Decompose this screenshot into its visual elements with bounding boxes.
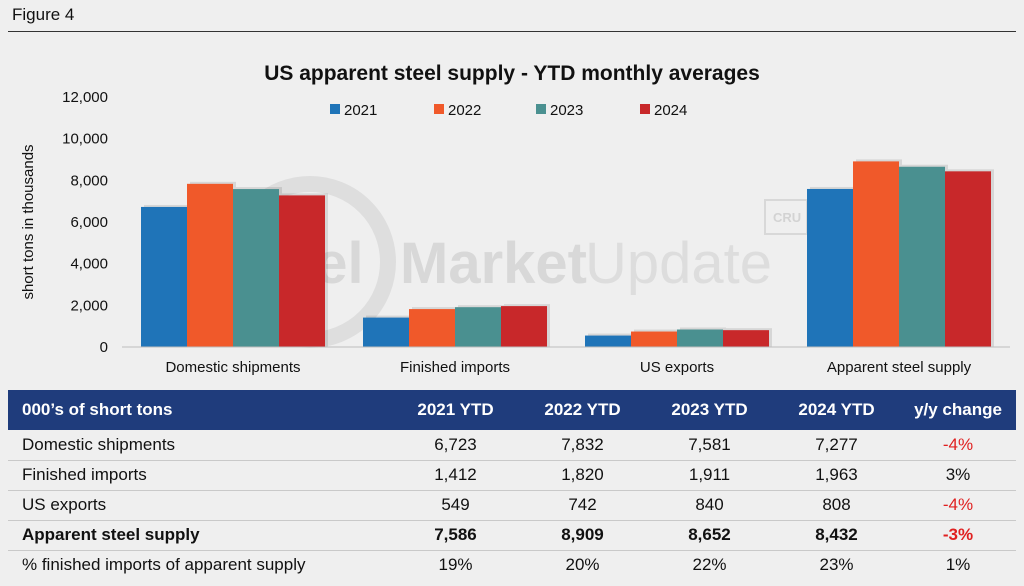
bar-2022-domestic-shipments	[187, 183, 233, 347]
watermark-cru-logo: CRU	[773, 210, 801, 225]
chart: Steel Market Update CRU US apparent stee…	[20, 62, 1010, 376]
row-label: Apparent steel supply	[22, 525, 200, 544]
y-tick-label: 6,000	[70, 214, 108, 231]
category-label: Finished imports	[400, 359, 510, 376]
cell-2023: 1,911	[688, 465, 731, 484]
cell-2021: 19%	[438, 555, 473, 575]
bar-2021-finished-imports	[363, 317, 409, 347]
cell-change: -4%	[942, 434, 974, 454]
cell-2023: 840	[695, 495, 724, 514]
y-tick-label: 10,000	[62, 131, 108, 148]
figure-divider	[8, 31, 1016, 32]
header-2023: 2023 YTD	[671, 400, 748, 419]
row-label: Domestic shipments	[22, 434, 176, 454]
legend-label-2024: 2024	[654, 102, 687, 119]
bar-2024-domestic-shipments	[279, 195, 325, 347]
bar-2021-domestic-shipments	[141, 206, 187, 347]
category-label: Apparent steel supply	[827, 359, 972, 376]
row-label: US exports	[22, 495, 107, 514]
table-row-finished-imports: Finished imports 1,412 1,820 1,911 1,963…	[8, 460, 1016, 490]
y-tick-label: 2,000	[70, 297, 108, 314]
cell-2023: 22%	[692, 555, 727, 575]
category-label: Domestic shipments	[165, 359, 300, 376]
cell-2024: 23%	[819, 555, 854, 575]
bar-2022-finished-imports	[409, 309, 455, 347]
bar-2023-finished-imports	[455, 307, 501, 347]
cell-2022: 742	[568, 495, 597, 514]
y-axis-ticks: 0 2,000 4,000 6,000 8,000 10,000 12,000	[62, 89, 108, 356]
cell-2021: 6,723	[434, 434, 477, 454]
y-tick-label: 0	[100, 339, 108, 356]
cell-2022: 7,832	[561, 434, 604, 454]
row-label: % finished imports of apparent supply	[22, 555, 306, 575]
bar-2021-apparent-steel-supply	[807, 188, 853, 347]
legend-label-2021: 2021	[344, 102, 377, 119]
legend-swatch-2022	[434, 104, 444, 114]
bar-2024-finished-imports	[501, 306, 547, 347]
cell-change: 1%	[945, 555, 971, 575]
cell-2022: 8,909	[561, 525, 604, 544]
chart-title: US apparent steel supply - YTD monthly a…	[264, 62, 760, 85]
bars	[141, 159, 994, 347]
cell-2024: 8,432	[815, 525, 858, 544]
y-axis-label: short tons in thousands	[20, 144, 37, 299]
bar-2023-domestic-shipments	[233, 189, 279, 347]
watermark-word-2: Market	[400, 231, 587, 296]
header-label: 000’s of short tons	[22, 400, 173, 419]
cell-2021: 1,412	[434, 465, 477, 484]
summary-table: 000’s of short tons 2021 YTD 2022 YTD 20…	[8, 390, 1016, 580]
table-row-us-exports: US exports 549 742 840 808 -4%	[8, 490, 1016, 520]
cell-change: 3%	[945, 465, 971, 484]
bar-2022-us-exports	[631, 331, 677, 347]
cell-2024: 808	[822, 495, 851, 514]
cell-change: -3%	[942, 525, 974, 544]
category-label: US exports	[640, 359, 714, 376]
table-row-import-share: % finished imports of apparent supply 19…	[8, 550, 1016, 580]
cell-2021: 549	[441, 495, 470, 514]
bar-2024-us-exports	[723, 330, 769, 347]
y-tick-label: 4,000	[70, 256, 108, 273]
cell-2023: 7,581	[688, 434, 731, 454]
watermark-word-3: Update	[585, 231, 772, 296]
bar-2023-us-exports	[677, 329, 723, 347]
header-2021: 2021 YTD	[417, 400, 494, 419]
figure-label: Figure 4	[12, 5, 75, 24]
legend-swatch-2021	[330, 104, 340, 114]
cell-2021: 7,586	[434, 525, 477, 544]
cell-2023: 8,652	[688, 525, 731, 544]
category-labels: Domestic shipments Finished imports US exp…	[165, 359, 971, 376]
bar-2021-us-exports	[585, 335, 631, 347]
legend-swatch-2024	[640, 104, 650, 114]
cell-2022: 1,820	[561, 465, 604, 484]
cell-2024: 7,277	[815, 434, 858, 454]
legend-label-2022: 2022	[448, 102, 481, 119]
bar-2022-apparent-steel-supply	[853, 161, 899, 347]
table-row-domestic-shipments: Domestic shipments 6,723 7,832 7,581 7,2…	[8, 430, 1016, 460]
cell-2024: 1,963	[815, 465, 858, 484]
cell-2022: 20%	[565, 555, 600, 575]
row-label: Finished imports	[22, 465, 147, 484]
bar-2024-apparent-steel-supply	[945, 171, 991, 347]
table-row-apparent-steel-supply: Apparent steel supply 7,586 8,909 8,652 …	[8, 520, 1016, 550]
header-change: y/y change	[914, 400, 1002, 419]
table-header-row: 000’s of short tons 2021 YTD 2022 YTD 20…	[8, 390, 1016, 430]
y-tick-label: 12,000	[62, 89, 108, 106]
bar-2023-apparent-steel-supply	[899, 166, 945, 347]
y-tick-label: 8,000	[70, 172, 108, 189]
cell-change: -4%	[942, 495, 974, 514]
legend-swatch-2023	[536, 104, 546, 114]
header-2022: 2022 YTD	[544, 400, 621, 419]
legend: 2021 2022 2023 2024	[330, 102, 687, 119]
header-2024: 2024 YTD	[798, 400, 875, 419]
legend-label-2023: 2023	[550, 102, 583, 119]
